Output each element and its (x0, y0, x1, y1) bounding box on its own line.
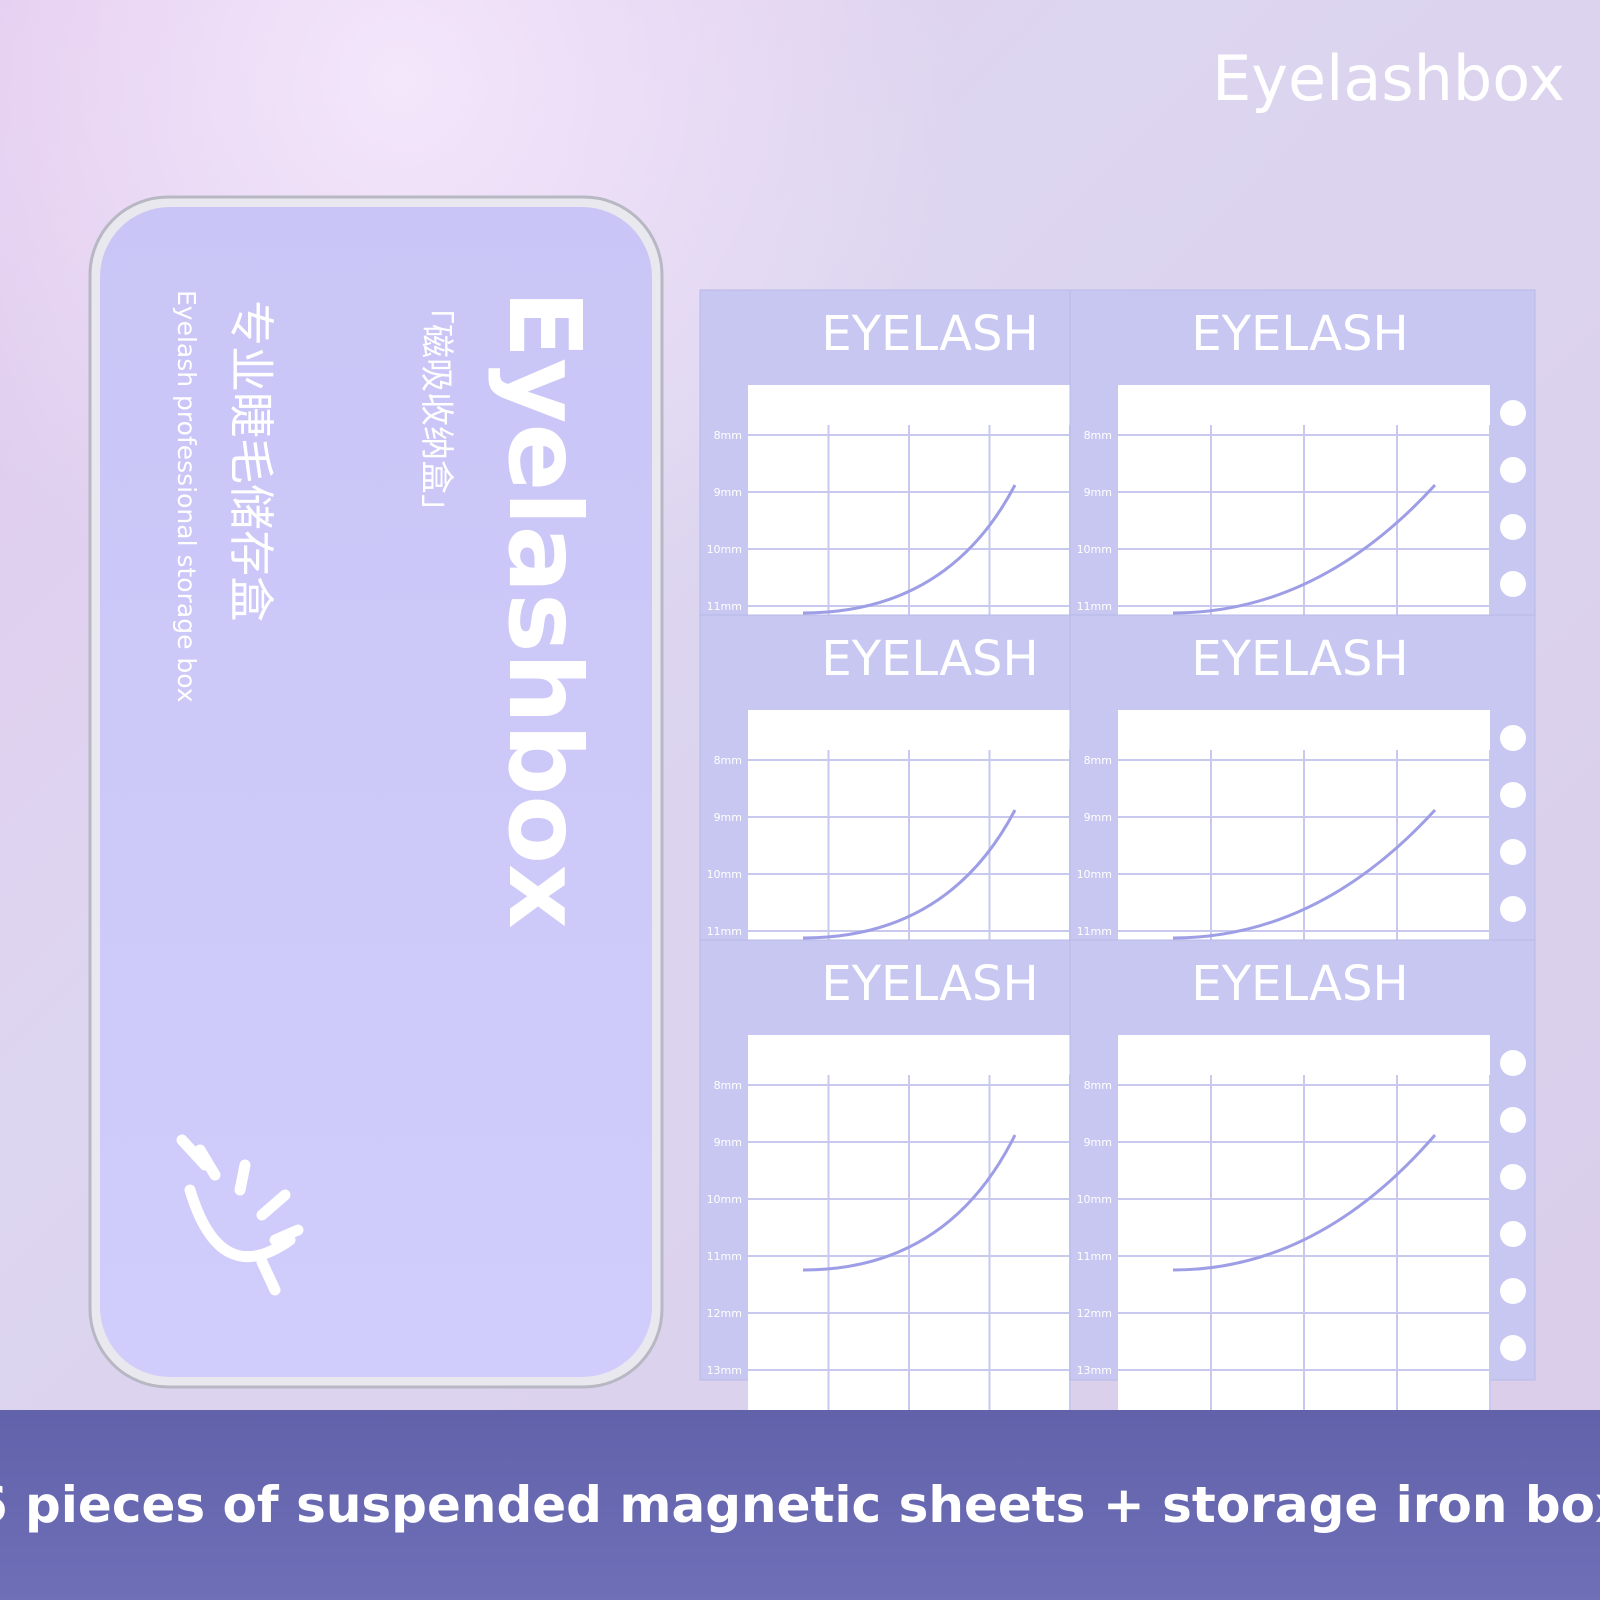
sheet-label: EYELASH (821, 631, 1038, 687)
row-label: 12mm (707, 1307, 742, 1320)
row-label: 10mm (1077, 543, 1112, 556)
lash-curve (802, 484, 1017, 615)
hole (1500, 400, 1526, 426)
hole (1500, 571, 1526, 597)
row-label: 8mm (714, 754, 742, 767)
hole (1500, 457, 1526, 483)
row-label: 10mm (1077, 1193, 1112, 1206)
row-label: 8mm (1084, 429, 1112, 442)
eyelash-icon (176, 1134, 304, 1296)
row-label: 9mm (1084, 811, 1112, 824)
hole (1500, 1164, 1526, 1190)
lash-curve (802, 809, 1017, 940)
row-label: 9mm (714, 1136, 742, 1149)
hole (1500, 1278, 1526, 1304)
box-name-en: Eyelash professional storage box (172, 290, 201, 703)
hole (1500, 514, 1526, 540)
row-label: 8mm (1084, 1079, 1112, 1092)
box-name-cn: 专业睫毛储存盒 (224, 300, 278, 622)
hole (1500, 1050, 1526, 1076)
box-lid (100, 207, 652, 1377)
row-label: 10mm (707, 543, 742, 556)
row-label: 13mm (1077, 1364, 1112, 1377)
brand: Eyelashbox (1212, 42, 1565, 115)
row-label: 10mm (1077, 868, 1112, 881)
row-label: 11mm (707, 925, 742, 938)
row-label: 11mm (1077, 1250, 1112, 1263)
caption-band (0, 1410, 1600, 1600)
row-label: 10mm (707, 1193, 742, 1206)
row-label: 9mm (714, 486, 742, 499)
caption: 6 pieces of suspended magnetic sheets + … (0, 1476, 1600, 1534)
hole (1500, 1221, 1526, 1247)
hole (1500, 1107, 1526, 1133)
box-tagline: 「磁吸收纳盒」 (416, 290, 456, 528)
hole (1500, 782, 1526, 808)
row-label: 11mm (1077, 925, 1112, 938)
row-label: 8mm (714, 1079, 742, 1092)
row-label: 11mm (1077, 600, 1112, 613)
row-label: 9mm (1084, 486, 1112, 499)
row-label: 11mm (707, 1250, 742, 1263)
row-label: 13mm (707, 1364, 742, 1377)
hole (1500, 896, 1526, 922)
row-label: 9mm (714, 811, 742, 824)
lash-curve (1172, 483, 1437, 615)
box-title: Eyelashbox (486, 290, 603, 929)
sheet-label: EYELASH (1191, 306, 1408, 362)
row-label: 8mm (714, 429, 742, 442)
hole (1500, 1335, 1526, 1361)
hole (1500, 725, 1526, 751)
lash-curve (1172, 1134, 1437, 1272)
lash-curve (1172, 808, 1437, 940)
sheet-label: EYELASH (821, 306, 1038, 362)
sheet-label: EYELASH (1191, 631, 1408, 687)
row-label: 9mm (1084, 1136, 1112, 1149)
sheet-label: EYELASH (821, 956, 1038, 1012)
row-label: 12mm (1077, 1307, 1112, 1320)
sheet-label: EYELASH (1191, 956, 1408, 1012)
row-label: 11mm (707, 600, 742, 613)
row-label: 10mm (707, 868, 742, 881)
row-label: 8mm (1084, 754, 1112, 767)
lash-curve (802, 1134, 1017, 1272)
hole (1500, 839, 1526, 865)
